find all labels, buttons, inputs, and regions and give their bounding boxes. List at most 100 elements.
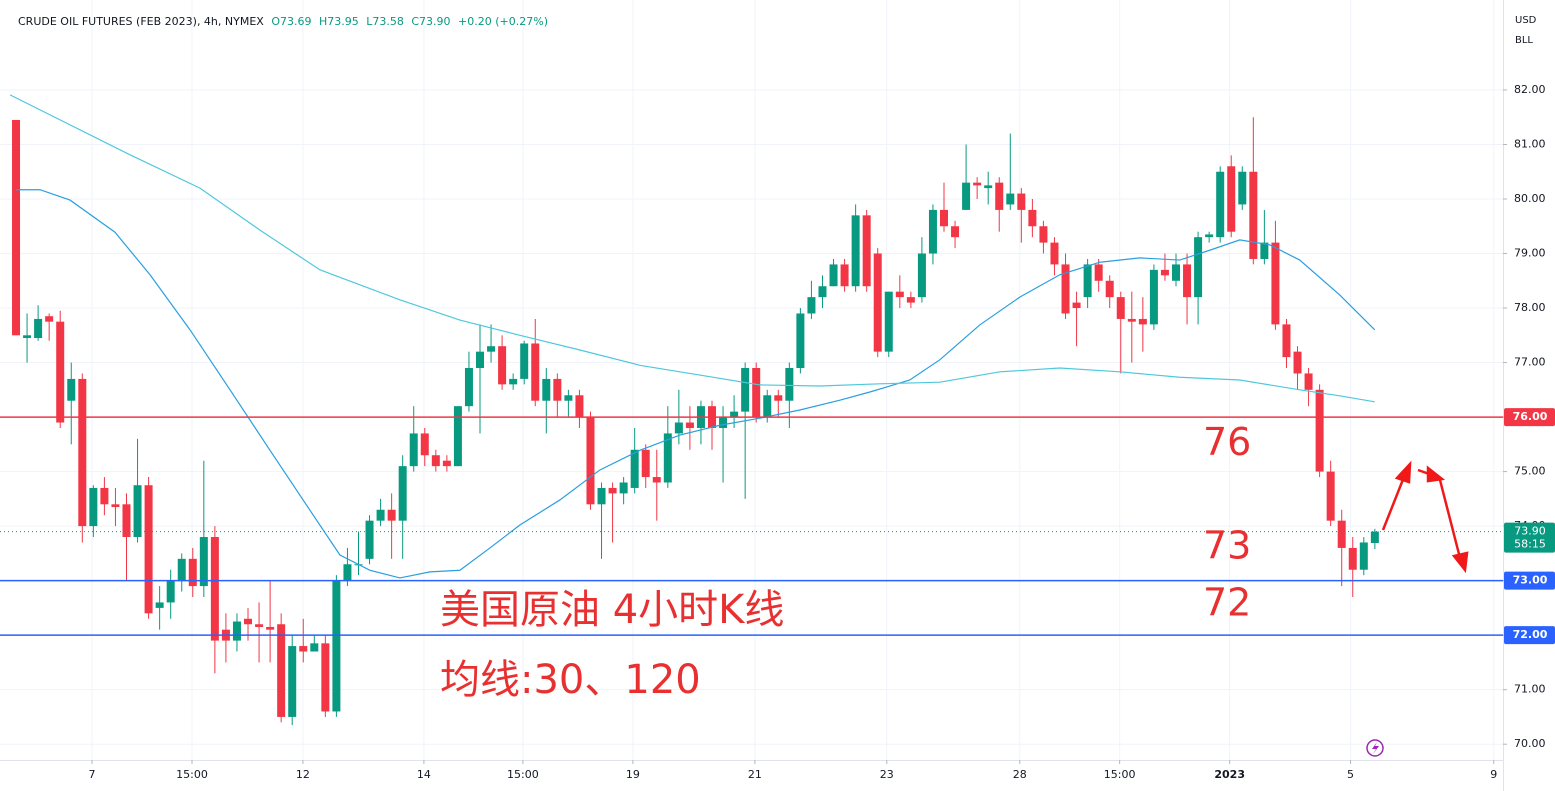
x-tick-label: 2023: [1214, 768, 1245, 781]
candle-body: [1359, 542, 1368, 570]
candle-body: [56, 321, 65, 423]
x-tick-label: 23: [880, 768, 894, 781]
level-label: 76.00: [1513, 410, 1548, 423]
candle-body: [829, 264, 838, 287]
annotation: 72: [1203, 581, 1251, 625]
candle-body: [928, 209, 937, 254]
candle-body: [796, 313, 805, 369]
candle-body: [1149, 269, 1158, 325]
annotation: 73: [1203, 523, 1251, 567]
y-tick-label: 81.00: [1514, 137, 1546, 150]
x-tick-label: 15:00: [507, 768, 539, 781]
candle-body: [210, 537, 219, 641]
candle-body: [586, 417, 595, 505]
arrow-head: [1451, 551, 1469, 574]
symbol: CRUDE OIL FUTURES (FEB 2023), 4h, NYMEX: [18, 15, 264, 28]
candle-body: [420, 433, 429, 456]
candle-body: [199, 537, 208, 587]
candle-body: [122, 504, 131, 538]
caption: 均线:30、120: [440, 657, 701, 703]
candle-body: [232, 621, 241, 641]
alert-icon[interactable]: [1366, 739, 1384, 757]
candle-body: [1017, 193, 1026, 210]
candle-body: [67, 378, 76, 401]
candle-body: [376, 509, 385, 521]
candle-body: [1171, 264, 1180, 281]
candle-body: [12, 119, 21, 336]
candle-body: [973, 182, 982, 186]
y-tick-label: 78.00: [1514, 301, 1546, 314]
candle-body: [45, 316, 54, 322]
y-tick-label: 82.00: [1514, 83, 1546, 96]
candle-body: [851, 215, 860, 287]
x-tick-label: 15:00: [1104, 768, 1136, 781]
candle-body: [1094, 264, 1103, 281]
candle-body: [1116, 297, 1125, 319]
candle-body: [321, 643, 330, 712]
currency: USD: [1515, 15, 1537, 26]
candle-body: [23, 335, 32, 339]
candle-body: [1183, 264, 1192, 298]
level-label-box: [1504, 571, 1555, 590]
candle-body: [1227, 166, 1236, 232]
candle-body: [277, 624, 286, 717]
header: CRUDE OIL FUTURES (FEB 2023), 4h, NYMEX …: [18, 15, 548, 28]
candle-body: [288, 646, 297, 717]
level-label: 73.00: [1513, 574, 1548, 587]
ohlc: L73.58: [366, 15, 404, 28]
candle-body: [100, 487, 109, 505]
candle-body: [917, 253, 926, 298]
candle-body: [840, 264, 849, 287]
candle-body: [398, 466, 407, 521]
candle-body: [685, 422, 694, 428]
candle-body: [1260, 242, 1269, 259]
moving-average: [16, 189, 1376, 579]
candle-body: [387, 509, 396, 521]
candle-body: [1127, 318, 1136, 322]
candle-body: [1271, 242, 1280, 325]
icon-bolt[interactable]: [1372, 742, 1379, 754]
icon-circle[interactable]: [1366, 739, 1384, 757]
annotation: 76: [1203, 420, 1251, 464]
candle-body: [531, 343, 540, 401]
x-tick-label: 28: [1013, 768, 1027, 781]
candle-body: [564, 395, 573, 401]
candle-body: [1160, 269, 1169, 276]
plot: [0, 94, 1503, 726]
ohlc: H73.95: [319, 15, 359, 28]
candle-body: [1348, 547, 1357, 570]
candle-body: [1293, 351, 1302, 374]
x-tick-label: 9: [1490, 768, 1497, 781]
candle-body: [1028, 209, 1037, 227]
candle-body: [464, 368, 473, 407]
candle-body: [1061, 264, 1070, 314]
candle-body: [1370, 531, 1379, 544]
y-tick-label: 70.00: [1514, 737, 1546, 750]
candle-body: [641, 449, 650, 478]
candle-body: [255, 624, 264, 627]
candle-body: [884, 291, 893, 352]
x-tick-label: 19: [626, 768, 640, 781]
x-tick-label: 12: [296, 768, 310, 781]
candle-body: [431, 455, 440, 467]
candle-body: [166, 580, 175, 603]
candle-body: [895, 291, 904, 298]
candle-body: [1072, 302, 1081, 309]
countdown: 58:15: [1514, 538, 1546, 551]
ohlc: C73.90: [411, 15, 450, 28]
x-tick-label: 14: [417, 768, 431, 781]
unit: BLL: [1515, 35, 1533, 46]
candle-body: [774, 395, 783, 401]
candle-body: [155, 602, 164, 608]
candle-body: [730, 411, 739, 418]
candle-body: [409, 433, 418, 467]
candle-body: [520, 343, 529, 379]
candle-body: [1039, 226, 1048, 243]
price-label: 73.90: [1514, 525, 1546, 538]
candle-body: [630, 449, 639, 488]
candle-body: [995, 182, 1004, 210]
ohlc: O73.69: [271, 15, 311, 28]
candle-body: [1249, 171, 1258, 259]
candle-body: [962, 182, 971, 210]
arrow-head: [1426, 465, 1446, 483]
